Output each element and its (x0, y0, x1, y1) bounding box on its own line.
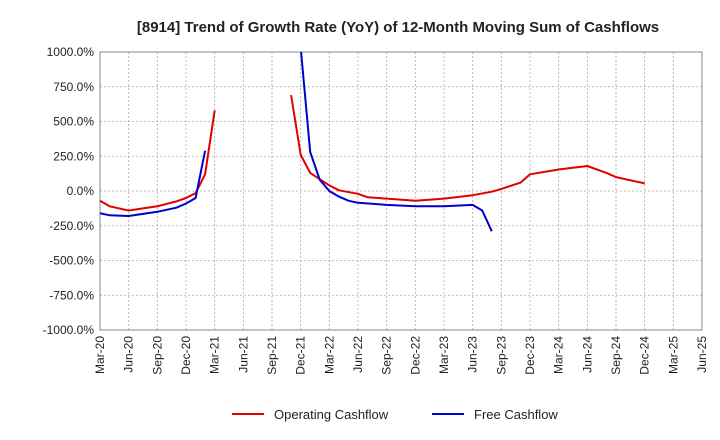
y-tick-label: 500.0% (53, 115, 94, 129)
chart-title: [8914] Trend of Growth Rate (YoY) of 12-… (137, 19, 659, 36)
legend-label: Operating Cashflow (274, 407, 389, 422)
free-cashflow-line (300, 52, 493, 232)
y-tick-label: 250.0% (53, 149, 94, 163)
x-tick-label: Mar-22 (322, 336, 336, 374)
plot-frame (99, 51, 703, 331)
y-tick-label: -750.0% (49, 288, 94, 302)
x-tick-label: Mar-23 (437, 336, 451, 374)
operating-cashflow-line (290, 94, 645, 202)
y-axis: 1000.0% 750.0% 500.0% 250.0% 0.0% -250.0% -500… (43, 45, 95, 337)
x-tick-label: Mar-21 (208, 336, 222, 374)
x-tick-label: Mar-25 (666, 336, 680, 374)
x-tick-label: Sep-21 (265, 336, 279, 375)
grid (99, 51, 703, 331)
x-tick-label: Dec-23 (523, 336, 537, 375)
x-tick-label: Jun-22 (351, 336, 365, 373)
legend: Operating Cashflow Free Cashflow (232, 407, 558, 422)
y-tick-label: 750.0% (53, 80, 94, 94)
y-tick-label: -500.0% (49, 254, 94, 268)
legend-label: Free Cashflow (474, 407, 558, 422)
x-tick-label: Dec-24 (638, 336, 652, 375)
x-tick-label: Sep-24 (609, 336, 623, 375)
x-tick-label: Jun-23 (466, 336, 480, 373)
free-cashflow-line (100, 150, 207, 217)
x-tick-label: Jun-24 (580, 336, 594, 373)
x-tick-label: Jun-21 (236, 336, 250, 373)
x-tick-label: Sep-23 (494, 336, 508, 375)
x-tick-label: Sep-22 (380, 336, 394, 375)
y-tick-label: -1000.0% (43, 323, 95, 337)
x-tick-label: Jun-25 (695, 336, 709, 373)
x-axis: Mar-20 Jun-20 Sep-20 Dec-20 Mar-21 Jun-21 Sep-… (93, 336, 709, 375)
y-tick-label: 1000.0% (47, 45, 95, 59)
x-tick-label: Dec-21 (294, 336, 308, 375)
y-tick-label: -250.0% (49, 219, 94, 233)
operating-cashflow-line (100, 110, 216, 212)
x-tick-label: Sep-20 (150, 336, 164, 375)
x-tick-label: Dec-20 (179, 336, 193, 375)
x-tick-label: Mar-24 (552, 336, 566, 374)
x-tick-label: Dec-22 (408, 336, 422, 375)
x-tick-label: Jun-20 (122, 336, 136, 373)
x-tick-label: Mar-20 (93, 336, 107, 374)
series-group (100, 52, 645, 232)
y-tick-label: 0.0% (67, 184, 95, 198)
